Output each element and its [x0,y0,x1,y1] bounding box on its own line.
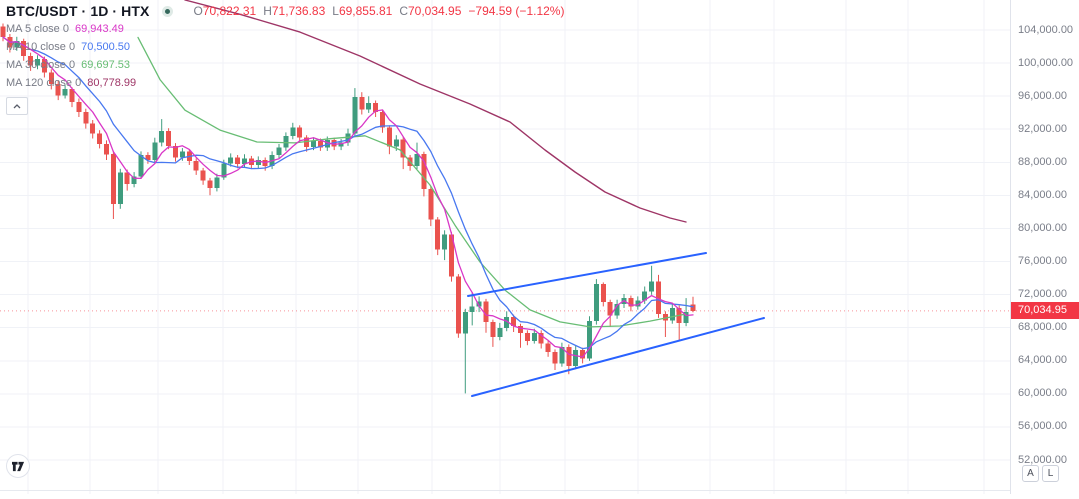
price-axis-label: 104,000.00 [1018,23,1074,36]
auto-scale-button[interactable]: A [1022,465,1039,482]
open-label: O [193,4,203,18]
price-axis-label: 56,000.00 [1018,420,1067,433]
ma30-label: MA 30 close 0 [6,59,76,71]
tradingview-logo-icon [11,461,24,471]
ma5-label: MA 5 close 0 [6,23,69,35]
ma10-value: 70,500.50 [81,41,131,53]
price-axis-label: 100,000.00 [1018,56,1074,69]
price-axis-label: 76,000.00 [1018,255,1067,268]
price-axis-label: 92,000.00 [1018,122,1067,135]
ma120-value: 80,778.99 [87,77,137,89]
low-value: 69,855.81 [338,4,393,18]
ohlc-values: O 70,822.31 H 71,736.83 L 69,855.81 C 70,034… [186,4,564,18]
price-axis-label: 84,000.00 [1018,188,1067,201]
log-scale-button[interactable]: L [1042,465,1059,482]
indicator-row-ma10[interactable]: MA 10 close 0 70,500.50 [6,38,564,56]
price-axis-label: 80,000.00 [1018,221,1067,234]
symbol-title-row[interactable]: BTC/USDT · 1D · HTX O 70,822.31 H 71,736.8… [6,2,564,20]
market-status-dot-icon [162,5,174,17]
high-label: H [263,4,272,18]
indicator-row-ma5[interactable]: MA 5 close 0 69,943.49 [6,20,564,38]
legend: BTC/USDT · 1D · HTX O 70,822.31 H 71,736.8… [6,2,564,115]
ma10-label: MA 10 close 0 [6,41,76,53]
chart-canvas[interactable] [0,0,1010,499]
legend-collapse-button[interactable] [6,97,28,115]
price-axis-label: 68,000.00 [1018,321,1067,334]
close-value: 70,034.95 [408,4,462,18]
axis-mode-buttons: A L [1022,465,1059,482]
ma120-label: MA 120 close 0 [6,77,82,89]
price-axis-label: 96,000.00 [1018,89,1067,102]
price-axis-label: 52,000.00 [1018,453,1067,466]
price-axis-label: 72,000.00 [1018,288,1067,301]
high-value: 71,736.83 [271,4,326,18]
ma30-value: 69,697.53 [81,59,131,71]
ma5-value: 69,943.49 [74,23,124,35]
low-label: L [332,4,339,18]
price-axis[interactable]: 70,034.95 104,000.00 100,000.00 96,000.00 9… [1010,0,1079,494]
current-price-tag: 70,034.95 [1011,302,1079,320]
symbol-title: BTC/USDT · 1D · HTX [6,3,150,19]
open-value: 70,822.31 [202,4,257,18]
chart-bottom-border [0,490,1079,491]
price-axis-label: 88,000.00 [1018,155,1067,168]
price-axis-label: 60,000.00 [1018,387,1067,400]
indicator-row-ma120[interactable]: MA 120 close 0 80,778.99 [6,74,564,92]
indicator-row-ma30[interactable]: MA 30 close 0 69,697.53 [6,56,564,74]
change-value: −794.59 (−1.12%) [468,4,565,18]
chevron-up-icon [13,103,21,108]
close-label: C [399,4,408,18]
tradingview-logo[interactable] [6,454,30,478]
price-axis-label: 64,000.00 [1018,354,1067,367]
